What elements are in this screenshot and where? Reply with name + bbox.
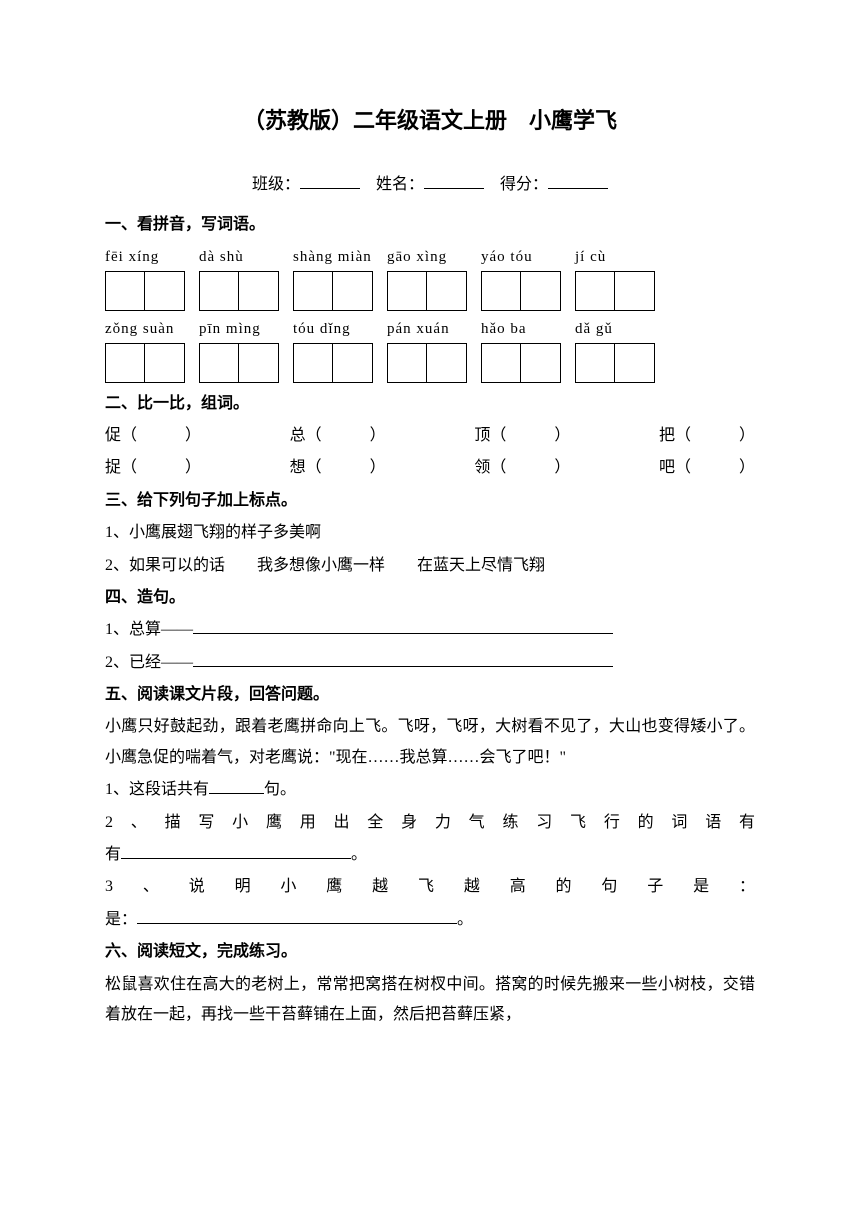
- char-box[interactable]: [145, 343, 185, 383]
- s5-q2: 2、描写小鹰用出全身力气练习飞行的词语有: [105, 808, 755, 838]
- compare-item: 领（ ）: [474, 453, 570, 483]
- pinyin: hǎo ba: [481, 317, 527, 341]
- char-box[interactable]: [293, 343, 333, 383]
- char-box[interactable]: [427, 271, 467, 311]
- pinyin: shàng miàn: [293, 245, 372, 269]
- char-box[interactable]: [293, 271, 333, 311]
- period: 。: [457, 911, 473, 928]
- compare-row-1: 促（ ） 总（ ） 顶（ ） 把（ ）: [105, 421, 755, 451]
- pinyin: dà shù: [199, 245, 244, 269]
- sentence-blank[interactable]: [193, 653, 613, 667]
- section2-head: 二、比一比，组词。: [105, 389, 755, 419]
- name-label: 姓名：: [376, 176, 424, 193]
- char-box[interactable]: [427, 343, 467, 383]
- char-box[interactable]: [615, 343, 655, 383]
- char-box[interactable]: [199, 343, 239, 383]
- pinyin: pán xuán: [387, 317, 450, 341]
- page-title: （苏教版）二年级语文上册 小鹰学飞: [105, 100, 755, 142]
- s5-q1: 1、这段话共有 句。: [105, 775, 755, 805]
- char-box[interactable]: [575, 343, 615, 383]
- answer-blank[interactable]: [209, 780, 264, 794]
- char-box[interactable]: [575, 271, 615, 311]
- section6-head: 六、阅读短文，完成练习。: [105, 937, 755, 967]
- pinyin: fēi xíng: [105, 245, 159, 269]
- pinyin-row-1: fēi xíng dà shù shàng miàn gāo xìng yáo …: [105, 245, 755, 311]
- score-blank[interactable]: [548, 173, 608, 189]
- s4-q1: 1、总算——: [105, 615, 755, 645]
- char-box[interactable]: [387, 343, 427, 383]
- section1-head: 一、看拼音，写词语。: [105, 210, 755, 240]
- char-box[interactable]: [199, 271, 239, 311]
- s3-q1: 1、小鹰展翅飞翔的样子多美啊: [105, 518, 755, 548]
- pinyin: tóu dǐng: [293, 317, 351, 341]
- s4-q2-label: 2、已经——: [105, 654, 193, 671]
- answer-blank[interactable]: [137, 910, 457, 924]
- char-box[interactable]: [333, 343, 373, 383]
- pinyin-row-2: zǒng suàn pīn mìng tóu dǐng pán xuán hǎo…: [105, 317, 755, 383]
- compare-item: 想（ ）: [290, 453, 386, 483]
- char-box[interactable]: [239, 271, 279, 311]
- section3-head: 三、给下列句子加上标点。: [105, 486, 755, 516]
- sentence-blank[interactable]: [193, 620, 613, 634]
- compare-item: 总（ ）: [290, 421, 386, 451]
- compare-row-2: 捉（ ） 想（ ） 领（ ） 吧（ ）: [105, 453, 755, 483]
- s5-q3: 3、说明小鹰越飞越高的句子是：: [105, 872, 755, 902]
- s5-q1a: 1、这段话共有: [105, 781, 209, 798]
- score-label: 得分：: [500, 176, 548, 193]
- compare-item: 顶（ ）: [474, 421, 570, 451]
- s5-q1b: 句。: [264, 781, 296, 798]
- s6-passage: 松鼠喜欢住在高大的老树上，常常把窝搭在树杈中间。搭窝的时候先搬来一些小树枝，交错…: [105, 970, 755, 1031]
- char-box[interactable]: [481, 343, 521, 383]
- pinyin: pīn mìng: [199, 317, 261, 341]
- section4-head: 四、造句。: [105, 583, 755, 613]
- pinyin: jí cù: [575, 245, 606, 269]
- class-label: 班级：: [252, 176, 300, 193]
- char-box[interactable]: [105, 271, 145, 311]
- pinyin: yáo tóu: [481, 245, 533, 269]
- s5-q3-blank-line: 是：。: [105, 905, 755, 935]
- s4-q1-label: 1、总算——: [105, 621, 193, 638]
- char-box[interactable]: [481, 271, 521, 311]
- pinyin: gāo xìng: [387, 245, 447, 269]
- name-blank[interactable]: [424, 173, 484, 189]
- char-box[interactable]: [333, 271, 373, 311]
- char-box[interactable]: [521, 271, 561, 311]
- char-box[interactable]: [387, 271, 427, 311]
- s4-q2: 2、已经——: [105, 648, 755, 678]
- s5-q2-blank-line: 有。: [105, 840, 755, 870]
- s3-q2: 2、如果可以的话 我多想像小鹰一样 在蓝天上尽情飞翔: [105, 551, 755, 581]
- char-box[interactable]: [239, 343, 279, 383]
- compare-item: 吧（ ）: [659, 453, 755, 483]
- period: 。: [351, 846, 367, 863]
- compare-item: 把（ ）: [659, 421, 755, 451]
- char-box[interactable]: [521, 343, 561, 383]
- compare-item: 促（ ）: [105, 421, 201, 451]
- char-box[interactable]: [105, 343, 145, 383]
- pinyin: dǎ gǔ: [575, 317, 613, 341]
- answer-blank[interactable]: [121, 845, 351, 859]
- section5-head: 五、阅读课文片段，回答问题。: [105, 680, 755, 710]
- pinyin: zǒng suàn: [105, 317, 174, 341]
- char-box[interactable]: [145, 271, 185, 311]
- char-box[interactable]: [615, 271, 655, 311]
- compare-item: 捉（ ）: [105, 453, 201, 483]
- s5-passage: 小鹰只好鼓起劲，跟着老鹰拼命向上飞。飞呀，飞呀，大树看不见了，大山也变得矮小了。…: [105, 712, 755, 773]
- info-line: 班级： 姓名： 得分：: [105, 170, 755, 200]
- class-blank[interactable]: [300, 173, 360, 189]
